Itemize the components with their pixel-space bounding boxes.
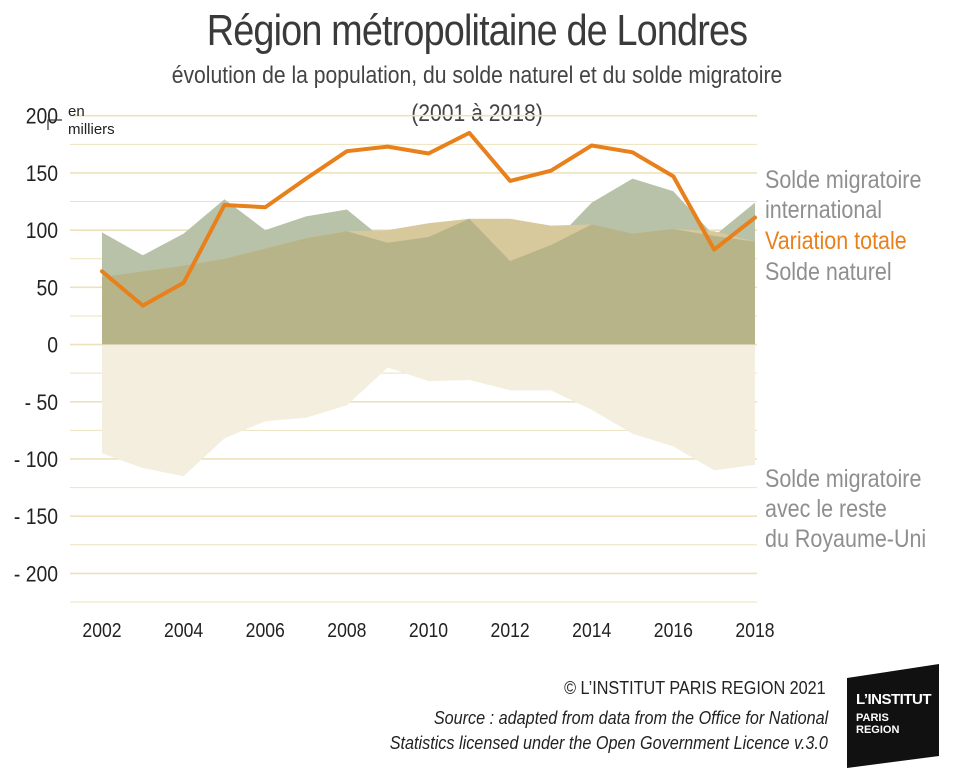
- source-line-2: Statistics licensed under the Open Gover…: [389, 733, 828, 753]
- legend-variation-totale: Variation totale: [765, 226, 907, 254]
- line-variation-totale: [100, 130, 757, 308]
- copyright: © L’INSTITUT PARIS REGION 2021: [564, 678, 826, 698]
- x-tick-label: 2016: [654, 619, 693, 641]
- y-tick-label: - 200: [14, 562, 58, 586]
- chart-title: Région métropolitaine de Londres: [206, 6, 748, 55]
- x-tick-label: 2008: [327, 619, 366, 641]
- y-tick-label: 0: [47, 333, 58, 357]
- unit-label-en: en: [68, 103, 85, 120]
- legend-solde-naturel: Solde naturel: [765, 257, 892, 285]
- y-tick-label: 150: [26, 162, 58, 186]
- logo-text-paris: PARIS: [856, 712, 889, 724]
- legend-solde-migratoire-international: Solde migratoire: [765, 165, 921, 193]
- y-tick-label: 50: [36, 276, 58, 300]
- x-tick-label: 2012: [491, 619, 530, 641]
- x-tick-label: 2002: [82, 619, 121, 641]
- legend-solde-migratoire-international: international: [765, 195, 882, 223]
- source-line-1: Source : adapted from data from the Offi…: [433, 708, 828, 728]
- x-tick-label: 2006: [246, 619, 285, 641]
- area-overlap: [102, 218, 755, 345]
- y-tick-label: 100: [26, 219, 58, 243]
- chart-subtitle: évolution de la population, du solde nat…: [171, 62, 783, 89]
- axis-layer: 200 150 100 50 0 - 50 - 100 - 150 - 200 enmillier…: [14, 103, 775, 641]
- x-tick-label: 2018: [735, 619, 774, 641]
- x-tick-label: 2010: [409, 619, 448, 641]
- x-tick-label: 2004: [164, 619, 203, 641]
- y-tick-label: - 100: [14, 448, 58, 472]
- unit-bracket: [47, 119, 62, 130]
- institut-logo: [847, 664, 939, 768]
- line-layer: [100, 130, 757, 308]
- legend-solde-migratoire-reste-royaume-uni: Solde migratoire: [765, 464, 921, 492]
- y-tick-label: - 50: [25, 391, 58, 415]
- legend-solde-migratoire-reste-royaume-uni: du Royaume-Uni: [765, 524, 926, 552]
- x-tick-label: 2014: [572, 619, 611, 641]
- area-solde-migratoire-reste-royaume-uni: [102, 344, 755, 477]
- logo-text-paris-region: PARIS REGION: [856, 712, 899, 736]
- y-tick-label: 200: [26, 105, 58, 129]
- chart-subtitle-years: (2001 à 2018): [411, 100, 543, 127]
- y-tick-label: - 150: [14, 505, 58, 529]
- logo-text-region: REGION: [856, 724, 900, 736]
- unit-label-milliers: milliers: [68, 121, 115, 138]
- logo-text-institut: L’INSTITUT: [856, 691, 932, 708]
- area-layer: [102, 178, 755, 477]
- legend-solde-migratoire-reste-royaume-uni: avec le reste: [765, 494, 887, 522]
